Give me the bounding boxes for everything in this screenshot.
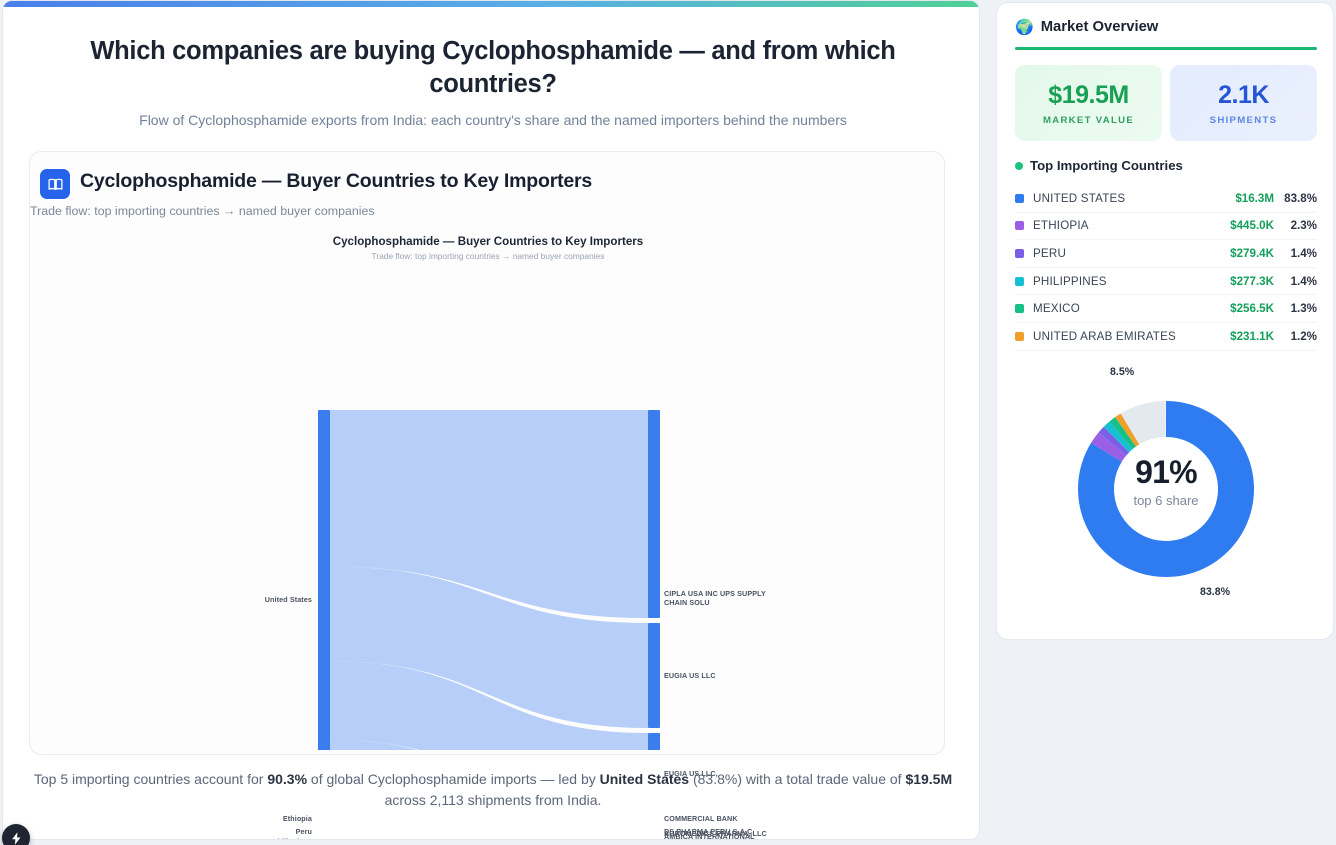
sankey-link[interactable] bbox=[330, 410, 648, 618]
sankey-target-label: EUGIA US LLC bbox=[664, 670, 716, 680]
footer-mid1: of global Cyclophosphamide imports — led… bbox=[307, 771, 600, 787]
stat-card-market-value: $19.5M MARKET VALUE bbox=[1015, 65, 1162, 141]
country-row[interactable]: PHILIPPINES $277.3K 1.4% bbox=[1015, 268, 1317, 296]
donut-chart: 91% top 6 share 8.5% 83.8% bbox=[997, 358, 1335, 623]
sankey-source-label: Peru bbox=[295, 826, 312, 836]
donut-svg bbox=[1078, 401, 1254, 577]
chart-card: Cyclophosphamide — Buyer Countries to Ke… bbox=[29, 151, 946, 839]
top-countries-label: Top Importing Countries bbox=[1030, 158, 1183, 173]
donut-segment[interactable] bbox=[1078, 401, 1254, 577]
sankey-target-node[interactable] bbox=[648, 623, 660, 728]
country-percent: 83.8% bbox=[1284, 191, 1317, 205]
country-value: $16.3M bbox=[1235, 191, 1274, 205]
sankey-chart: Cyclophosphamide — Buyer Countries to Ke… bbox=[30, 230, 946, 839]
country-color-swatch bbox=[1015, 276, 1024, 286]
sankey-svg bbox=[318, 410, 660, 839]
country-value: $277.3K bbox=[1230, 274, 1274, 288]
sankey-target-label: COMMERCIAL BANK bbox=[664, 813, 738, 823]
footer-suffix: across 2,113 shipments from India. bbox=[384, 791, 602, 808]
sankey-target-label: EUGIA US LLC, bbox=[664, 769, 718, 779]
country-percent: 1.3% bbox=[1290, 302, 1317, 316]
market-value-number: $19.5M bbox=[1048, 80, 1129, 109]
country-row[interactable]: UNITED STATES $16.3M 83.8% bbox=[1015, 185, 1317, 213]
card-title: Cyclophosphamide — Buyer Countries to Ke… bbox=[80, 170, 593, 192]
donut-segment[interactable] bbox=[1115, 413, 1140, 447]
country-percent: 1.2% bbox=[1290, 329, 1317, 343]
country-percent: 2.3% bbox=[1290, 219, 1317, 233]
accent-gradient-bar bbox=[3, 1, 979, 7]
country-value: $445.0K bbox=[1230, 219, 1274, 233]
country-row[interactable]: ETHIOPIA $445.0K 2.3% bbox=[1015, 213, 1317, 241]
country-name: PERU bbox=[1033, 246, 1067, 260]
country-color-swatch bbox=[1015, 248, 1024, 258]
sankey-target-label: DS PHARMA PERU S.A.C. bbox=[664, 826, 755, 836]
sankey-source-node[interactable] bbox=[318, 410, 330, 789]
shipments-label: SHIPMENTS bbox=[1209, 114, 1278, 126]
sankey-source-label: Ethiopia bbox=[282, 813, 312, 823]
page-subtitle: Flow of Cyclophosphamide exports from In… bbox=[139, 112, 847, 128]
footer-value: $19.5M bbox=[905, 771, 953, 787]
country-name: UNITED ARAB EMIRATES bbox=[1033, 329, 1176, 343]
country-list: UNITED STATES $16.3M 83.8% ETHIOPIA $445.0K 2… bbox=[1015, 185, 1317, 351]
country-name: MEXICO bbox=[1033, 302, 1080, 316]
donut-label-bottom: 83.8% bbox=[1200, 586, 1231, 598]
country-percent: 1.4% bbox=[1290, 274, 1317, 288]
open-book-map-icon bbox=[40, 169, 70, 199]
sidebar-header: 🌍 Market Overview bbox=[1015, 19, 1158, 35]
country-color-swatch bbox=[1015, 221, 1024, 231]
main-panel: Which companies are buying Cyclophospham… bbox=[2, 0, 980, 840]
donut-segment[interactable] bbox=[1091, 432, 1127, 462]
donut-segment[interactable] bbox=[1120, 401, 1166, 445]
sidebar-title: Market Overview bbox=[1040, 19, 1159, 35]
sankey-source-label: United States bbox=[264, 594, 312, 604]
sankey-target-node[interactable] bbox=[648, 410, 660, 618]
country-value: $231.1K bbox=[1230, 329, 1274, 343]
lightning-bolt-icon[interactable] bbox=[2, 824, 30, 845]
sankey-target-label: AUROMEDICS PHARMA, LLC bbox=[664, 829, 767, 839]
shipments-number: 2.1K bbox=[1218, 80, 1269, 109]
stat-card-shipments: 2.1K SHIPMENTS bbox=[1170, 65, 1317, 141]
top-countries-heading: Top Importing Countries bbox=[1015, 158, 1183, 173]
footer-country: United States bbox=[599, 771, 690, 787]
sankey-target-node[interactable] bbox=[648, 733, 660, 815]
donut-label-top: 8.5% bbox=[1110, 366, 1135, 378]
section-dot-icon bbox=[1015, 161, 1023, 170]
country-color-swatch bbox=[1015, 304, 1024, 314]
sidebar-divider bbox=[1015, 47, 1317, 50]
market-value-label: MARKET VALUE bbox=[1042, 114, 1135, 126]
donut-segment[interactable] bbox=[1109, 417, 1136, 450]
footer-mid2: (83.8%) with a total trade value of bbox=[689, 771, 906, 787]
country-name: PHILIPPINES bbox=[1033, 274, 1107, 288]
footer-prefix: Top 5 importing countries account for bbox=[33, 771, 268, 787]
donut-segment[interactable] bbox=[1098, 426, 1130, 456]
sankey-source-label: Philippines bbox=[273, 837, 312, 840]
sankey-target-label: AMBICA INTERNATIONAL CORPORATION bbox=[664, 832, 755, 840]
country-row[interactable]: PERU $279.4K 1.4% bbox=[1015, 240, 1317, 268]
footer-summary: Top 5 importing countries account for 90… bbox=[33, 769, 953, 810]
country-row[interactable]: MEXICO $256.5K 1.3% bbox=[1015, 295, 1317, 323]
sankey-link[interactable] bbox=[330, 566, 648, 728]
market-overview-sidebar: 🌍 Market Overview $19.5M MARKET VALUE 2.… bbox=[996, 2, 1334, 640]
country-row[interactable]: UNITED ARAB EMIRATES $231.1K 1.2% bbox=[1015, 323, 1317, 351]
country-percent: 1.4% bbox=[1290, 246, 1317, 260]
sankey-subtitle: Trade flow: top importing countries → na… bbox=[371, 251, 605, 261]
sankey-target-label: CIPLA USA INC UPS SUPPLY CHAIN SOLU bbox=[664, 588, 766, 608]
sankey-title: Cyclophosphamide — Buyer Countries to Ke… bbox=[332, 235, 644, 248]
globe-icon: 🌍 bbox=[1015, 18, 1034, 36]
card-subtitle: Trade flow: top importing countries → na… bbox=[30, 204, 375, 218]
page-title: Which companies are buying Cyclophospham… bbox=[90, 37, 896, 98]
donut-segment[interactable] bbox=[1103, 421, 1133, 453]
country-color-swatch bbox=[1015, 331, 1024, 341]
country-name: ETHIOPIA bbox=[1033, 219, 1089, 233]
country-value: $279.4K bbox=[1230, 246, 1274, 260]
footer-pct: 90.3% bbox=[267, 771, 308, 787]
country-color-swatch bbox=[1015, 193, 1024, 203]
country-name: UNITED STATES bbox=[1033, 191, 1126, 205]
country-value: $256.5K bbox=[1230, 302, 1274, 316]
